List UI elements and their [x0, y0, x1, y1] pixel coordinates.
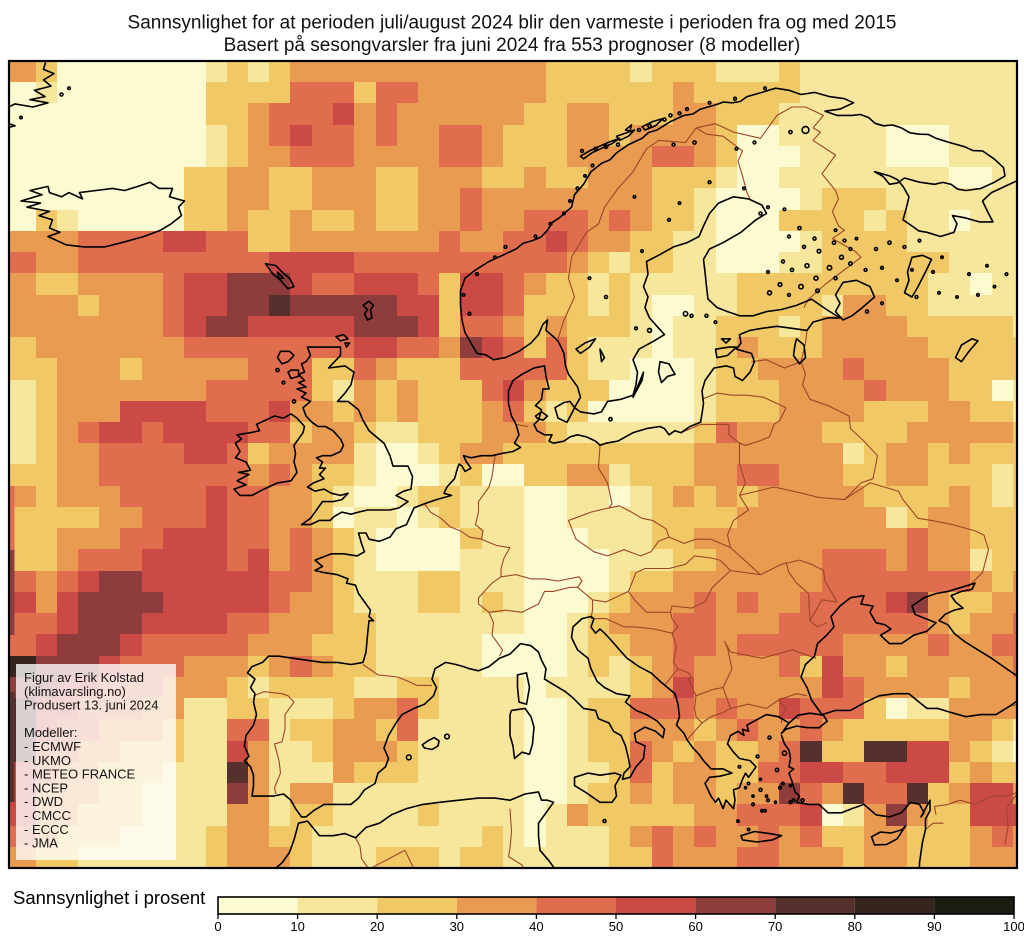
- svg-text:90: 90: [927, 919, 941, 934]
- svg-text:Sannsynlighet for at perioden: Sannsynlighet for at perioden juli/augus…: [128, 13, 897, 34]
- svg-text:Figur av Erik Kolstad: Figur av Erik Kolstad: [24, 670, 144, 685]
- svg-text:Sannsynlighet i prosent: Sannsynlighet i prosent: [13, 887, 205, 908]
- svg-text:- JMA: - JMA: [24, 836, 58, 851]
- svg-text:50: 50: [609, 919, 623, 934]
- svg-text:Modeller:: Modeller:: [24, 725, 77, 740]
- svg-text:70: 70: [768, 919, 782, 934]
- svg-text:- DWD: - DWD: [24, 794, 63, 809]
- svg-text:- METEO FRANCE: - METEO FRANCE: [24, 767, 136, 782]
- svg-text:Basert på sesongvarsler fra ju: Basert på sesongvarsler fra juni 2024 fr…: [224, 35, 801, 56]
- svg-text:0: 0: [214, 919, 221, 934]
- svg-text:80: 80: [848, 919, 862, 934]
- svg-text:(klimavarsling.no): (klimavarsling.no): [24, 684, 126, 699]
- svg-text:- UKMO: - UKMO: [24, 753, 71, 768]
- svg-text:- ECCC: - ECCC: [24, 822, 69, 837]
- svg-text:20: 20: [370, 919, 384, 934]
- svg-text:100: 100: [1003, 919, 1024, 934]
- svg-text:- ECMWF: - ECMWF: [24, 739, 81, 754]
- svg-text:40: 40: [529, 919, 543, 934]
- svg-text:10: 10: [290, 919, 304, 934]
- svg-text:- NCEP: - NCEP: [24, 780, 68, 795]
- svg-text:60: 60: [688, 919, 702, 934]
- svg-text:- CMCC: - CMCC: [24, 808, 71, 823]
- svg-text:Produsert 13. juni 2024: Produsert 13. juni 2024: [24, 698, 158, 713]
- svg-text:30: 30: [450, 919, 464, 934]
